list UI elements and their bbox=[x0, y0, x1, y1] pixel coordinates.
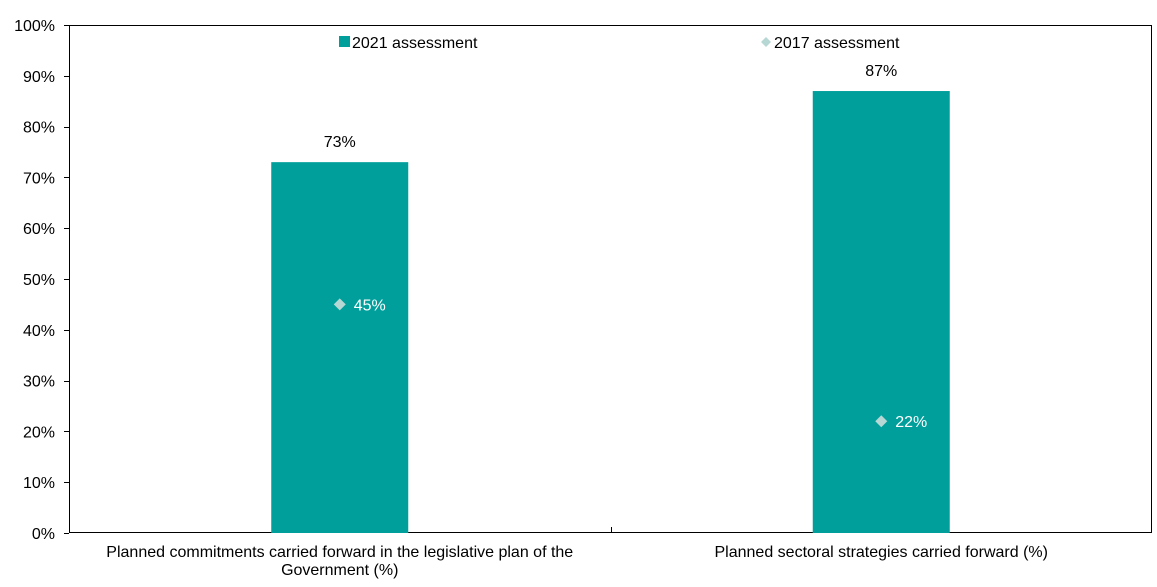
y-tick-label: 30% bbox=[23, 374, 55, 391]
y-tick-label: 50% bbox=[23, 272, 55, 289]
diamond-marker bbox=[333, 298, 346, 311]
marker-series: 45% 22% bbox=[333, 297, 927, 431]
x-category-label: Planned sectoral strategies carried forw… bbox=[715, 544, 1048, 561]
plot-area bbox=[69, 25, 1152, 533]
bar bbox=[812, 91, 950, 533]
y-tick-label: 0% bbox=[32, 526, 55, 543]
legend: 2021 assessment 2017 assessment bbox=[339, 35, 900, 52]
marker-data-label: 22% bbox=[895, 414, 927, 431]
y-axis: 0% 10% 20% 30% 40% 50% 60% 70% 80% 90% 100% bbox=[14, 18, 69, 543]
marker-data-label: 45% bbox=[354, 297, 386, 314]
y-tick-label: 100% bbox=[14, 18, 55, 35]
y-tick-label: 80% bbox=[23, 120, 55, 137]
bar bbox=[271, 162, 409, 533]
plot-border bbox=[69, 25, 1152, 533]
legend-swatch-2017 bbox=[761, 37, 771, 47]
y-tick-label: 40% bbox=[23, 323, 55, 340]
diamond-marker bbox=[875, 415, 888, 428]
legend-label-2017: 2017 assessment bbox=[774, 35, 900, 52]
y-tick-label: 20% bbox=[23, 424, 55, 441]
bar-data-label: 87% bbox=[865, 63, 897, 80]
y-tick-label: 70% bbox=[23, 170, 55, 187]
bar-series: 73% 87% bbox=[271, 63, 950, 533]
x-axis: Planned commitments carried forward in t… bbox=[106, 527, 1048, 579]
x-category-label: Planned commitments carried forward in t… bbox=[106, 544, 573, 579]
y-tick-label: 60% bbox=[23, 221, 55, 238]
y-tick-label: 90% bbox=[23, 69, 55, 86]
y-tick-label: 10% bbox=[23, 475, 55, 492]
legend-label-2021: 2021 assessment bbox=[352, 35, 478, 52]
legend-swatch-2021 bbox=[339, 36, 350, 47]
bar-data-label: 73% bbox=[324, 134, 356, 151]
